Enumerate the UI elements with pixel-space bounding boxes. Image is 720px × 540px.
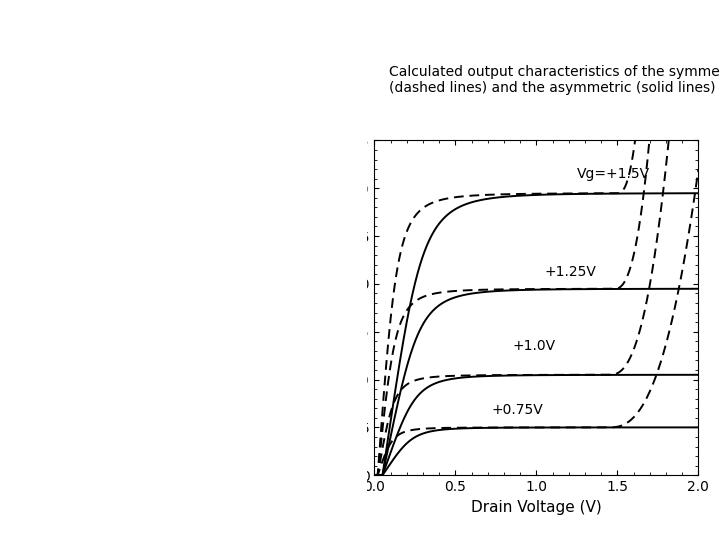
Text: Vg=+1.5V: Vg=+1.5V (577, 167, 650, 181)
Text: +1.0V: +1.0V (512, 339, 555, 353)
Text: +1.25V: +1.25V (544, 265, 596, 279)
X-axis label: Drain Voltage (V): Drain Voltage (V) (471, 500, 602, 515)
Y-axis label: Current (μA): Current (μA) (331, 261, 346, 355)
Text: Calculated output characteristics of the symmetric
(dashed lines) and the asymme: Calculated output characteristics of the… (389, 65, 720, 95)
Text: +0.75V: +0.75V (491, 403, 543, 417)
